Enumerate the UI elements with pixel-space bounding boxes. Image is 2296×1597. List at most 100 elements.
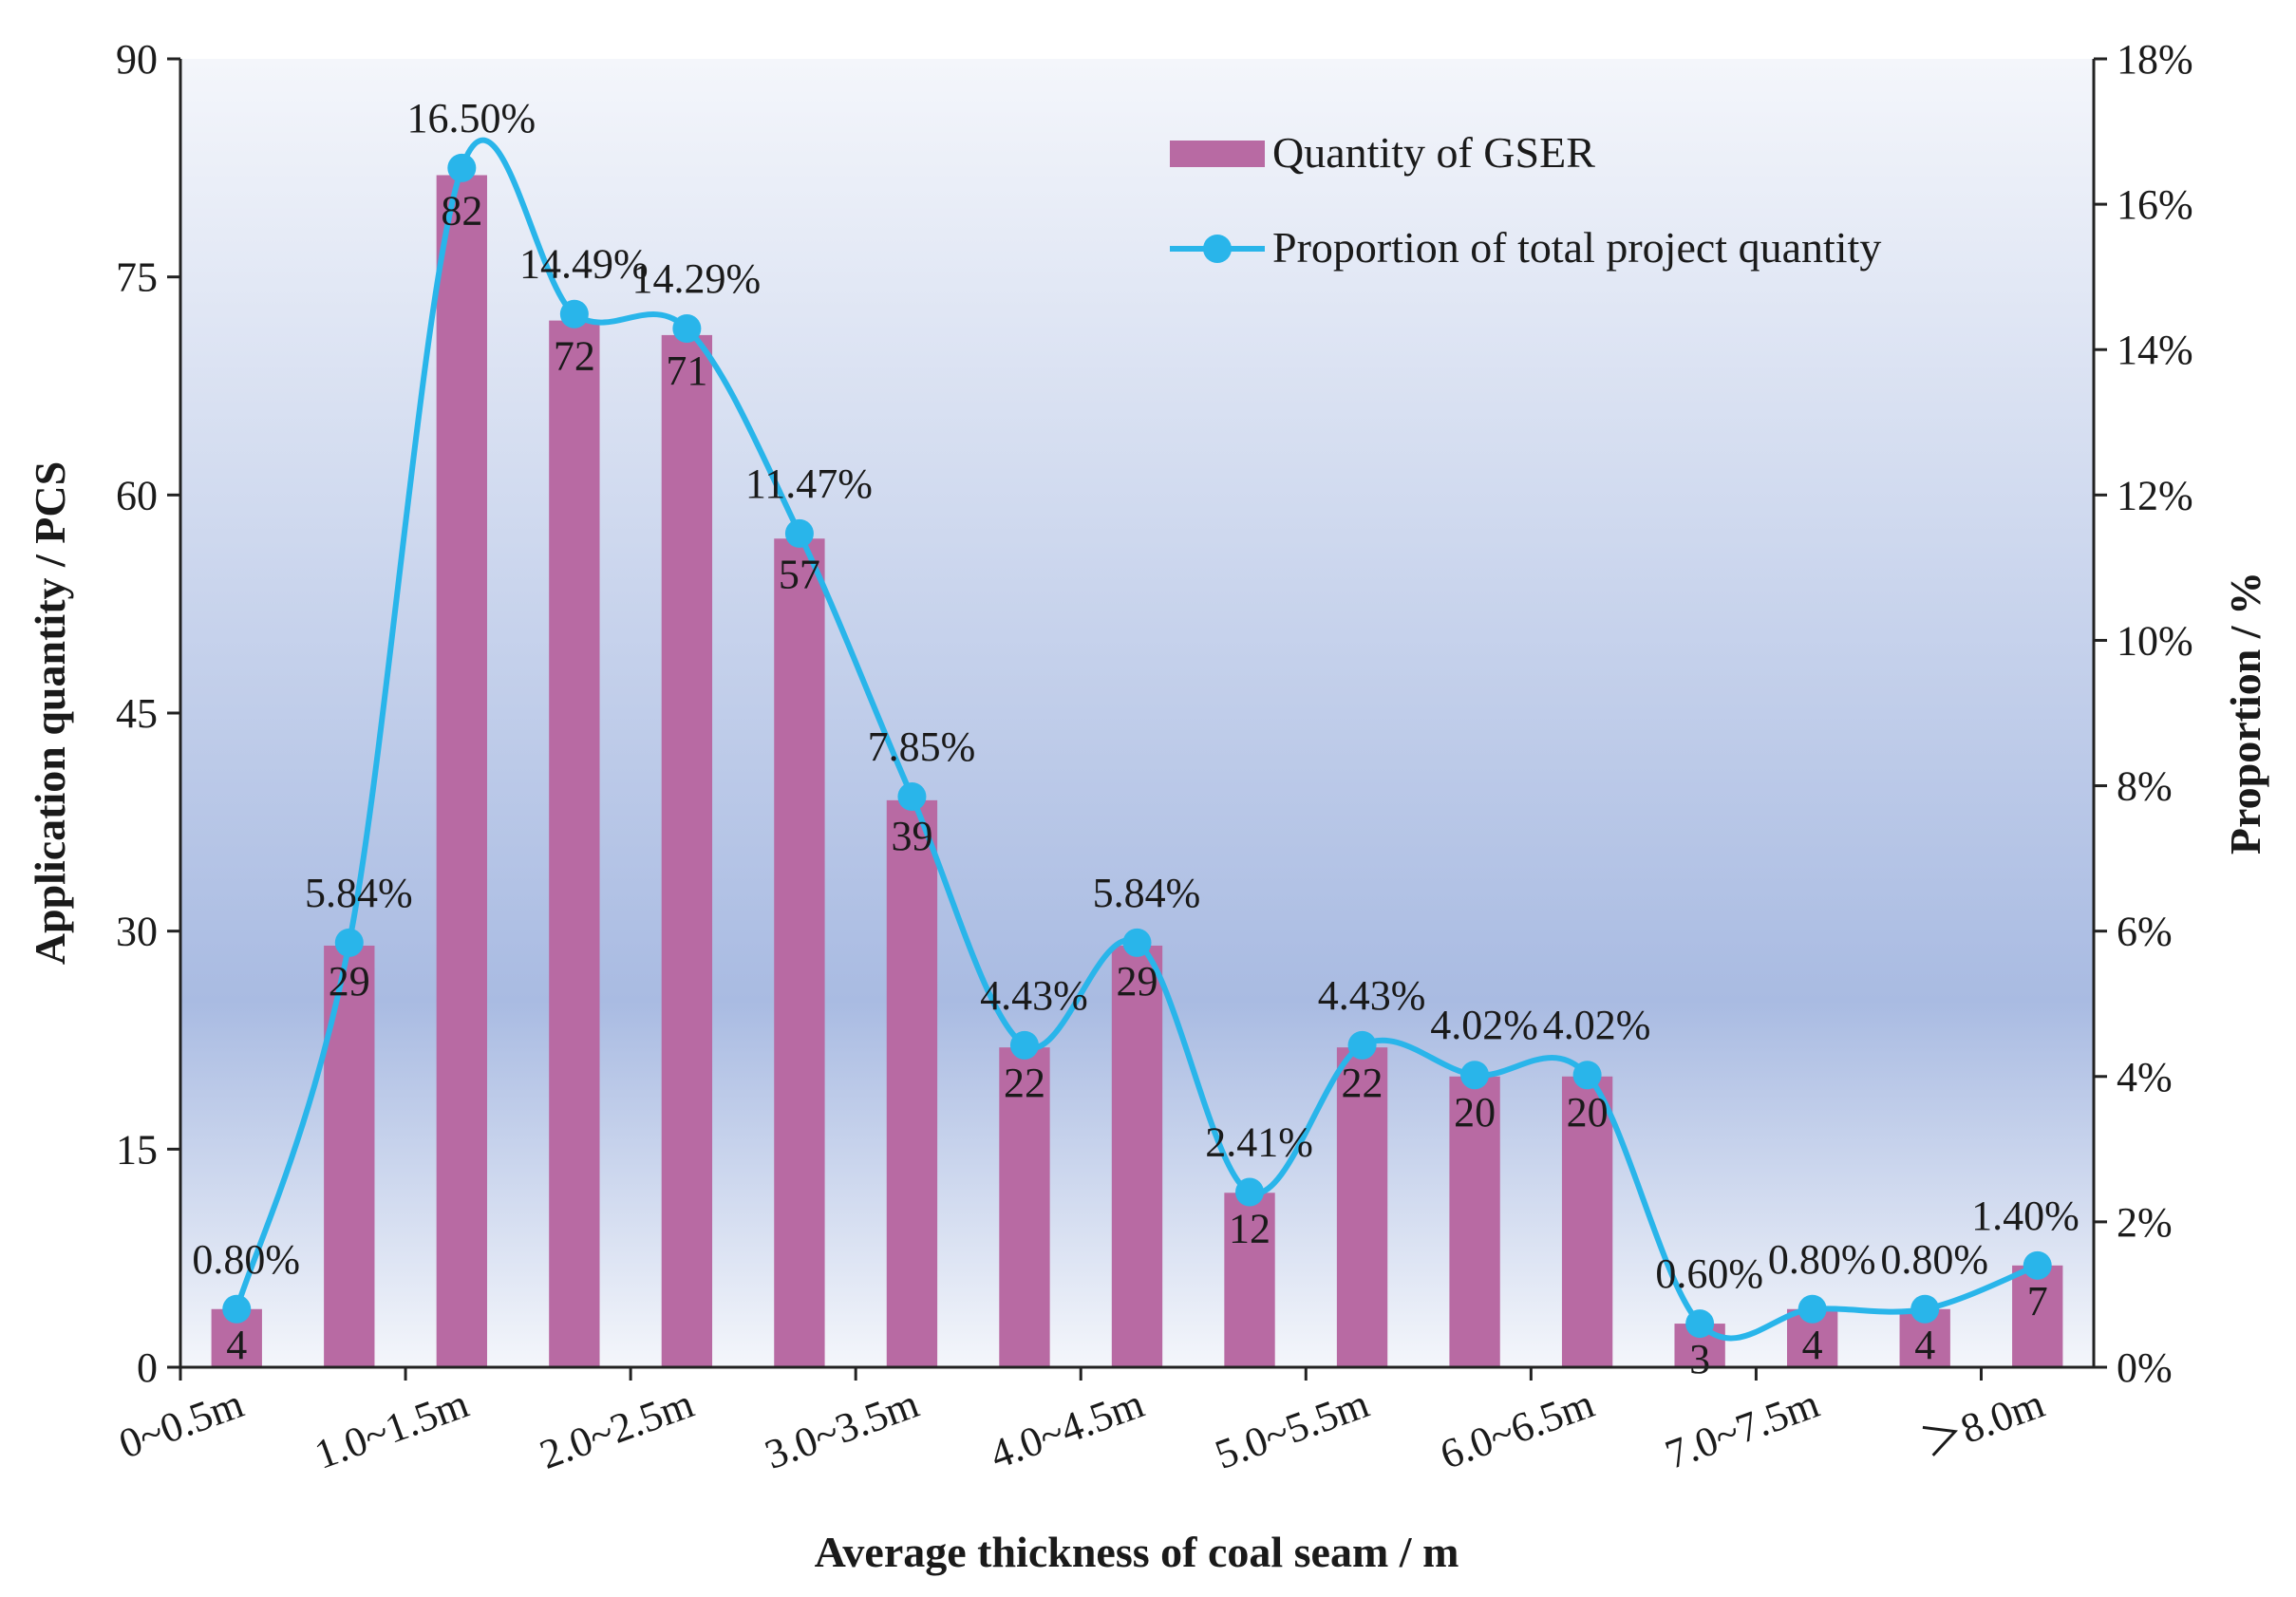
y2-tick-label-8: 16% (2117, 181, 2193, 228)
line-point-0 (222, 1294, 252, 1324)
legend-bar-label: Quantity of GSER (1272, 128, 1595, 177)
bar-label-5: 57 (779, 551, 820, 597)
line-label-6: 7.85% (868, 723, 976, 770)
y-tick-label-6: 90 (116, 36, 158, 83)
bar-label-11: 20 (1454, 1089, 1496, 1136)
x-tick-label-8: ＞8.0m (1915, 1380, 2050, 1467)
y2-tick-label-5: 10% (2117, 617, 2193, 664)
x-tick-label-2: 2.0~2.5m (534, 1380, 700, 1478)
y-tick-label-2: 30 (116, 909, 158, 955)
y2-tick-label-3: 6% (2117, 909, 2173, 955)
bar-series (211, 175, 2063, 1368)
y2-tick-label-2: 4% (2117, 1054, 2173, 1100)
line-label-8: 5.84% (1093, 870, 1201, 916)
bar-8 (1111, 945, 1163, 1367)
bar-5 (774, 538, 825, 1367)
legend-bar-swatch (1170, 141, 1265, 167)
line-point-15 (1910, 1294, 1940, 1324)
proportion-points (222, 153, 2052, 1339)
bar-label-14: 4 (1802, 1322, 1823, 1368)
line-label-15: 0.80% (1880, 1236, 1988, 1283)
line-point-3 (559, 299, 589, 329)
bar-label-4: 71 (666, 348, 707, 394)
line-point-9 (1235, 1177, 1265, 1207)
bar-label-9: 12 (1229, 1205, 1270, 1251)
line-point-7 (1009, 1030, 1039, 1060)
y-axis-title: Application quantity / PCS (26, 461, 74, 965)
x-tick-label-1: 1.0~1.5m (309, 1380, 475, 1478)
line-label-13: 0.60% (1655, 1250, 1763, 1297)
legend-line-label: Proportion of total project quantity (1272, 223, 1881, 272)
line-point-14 (1797, 1294, 1827, 1324)
legend-line-marker (1203, 235, 1232, 263)
bar-2 (436, 175, 487, 1367)
bar-label-6: 39 (891, 813, 932, 859)
x-axis-title: Average thickness of coal seam / m (815, 1528, 1459, 1576)
line-label-1: 5.84% (305, 870, 413, 916)
right-axis-ticks: 0% 2% 4% 6% 8% 10% 12% 14% 16% 18% (2094, 36, 2193, 1391)
line-point-4 (672, 314, 702, 344)
line-label-3: 14.49% (519, 241, 649, 288)
line-point-1 (334, 928, 364, 957)
line-label-11: 4.02% (1430, 1002, 1538, 1048)
x-tick-label-6: 6.0~6.5m (1434, 1380, 1600, 1478)
bar-label-0: 4 (226, 1322, 247, 1368)
bar-label-12: 20 (1567, 1089, 1609, 1136)
x-tick-label-4: 4.0~4.5m (984, 1380, 1150, 1478)
line-point-10 (1347, 1030, 1377, 1060)
line-point-8 (1122, 928, 1152, 957)
line-label-14: 0.80% (1768, 1236, 1876, 1283)
y-tick-label-3: 45 (116, 690, 158, 737)
line-label-0: 0.80% (192, 1236, 300, 1283)
line-point-5 (784, 518, 814, 548)
bar-label-7: 22 (1004, 1060, 1045, 1106)
y-tick-label-4: 60 (116, 472, 158, 518)
line-point-11 (1460, 1061, 1490, 1090)
line-point-13 (1685, 1309, 1715, 1339)
x-tick-label-7: 7.0~7.5m (1659, 1380, 1825, 1478)
y2-axis-title: Proportion / % (2221, 572, 2269, 855)
line-point-12 (1572, 1061, 1602, 1090)
bar-label-10: 22 (1342, 1060, 1383, 1106)
line-label-16: 1.40% (1971, 1193, 2080, 1239)
bar-10 (1336, 1047, 1388, 1367)
y-tick-label-0: 0 (137, 1344, 158, 1391)
left-axis-ticks: 0 15 30 45 60 75 90 (116, 36, 180, 1391)
y2-tick-label-7: 14% (2117, 327, 2193, 373)
bar-1 (324, 945, 375, 1367)
bar-label-15: 4 (1914, 1322, 1935, 1368)
y2-tick-label-0: 0% (2117, 1344, 2173, 1391)
line-label-4: 14.29% (632, 255, 762, 302)
bar-7 (999, 1047, 1050, 1367)
line-point-6 (897, 782, 927, 812)
y-tick-label-5: 75 (116, 254, 158, 301)
line-label-5: 11.47% (745, 460, 873, 507)
line-point-2 (447, 153, 477, 182)
line-label-12: 4.02% (1543, 1002, 1651, 1048)
bar-11 (1449, 1076, 1500, 1367)
bar-value-labels: 4 29 82 72 71 57 39 22 29 12 22 20 20 3 4 4 7 (226, 187, 2047, 1382)
y2-tick-label-9: 18% (2117, 36, 2193, 83)
bar-16 (2012, 1265, 2063, 1367)
proportion-value-labels: 0.80% 5.84% 16.50% 14.49%14.29% 11.47% 7.85% 4… (192, 95, 2079, 1297)
line-label-2: 16.50% (406, 95, 536, 141)
line-label-7: 4.43% (980, 972, 1088, 1019)
bar-3 (549, 320, 600, 1368)
x-tick-label-0: 0~0.5m (113, 1380, 250, 1467)
bar-label-16: 7 (2027, 1278, 2048, 1325)
legend: Quantity of GSER Proportion of total pro… (1170, 128, 1881, 272)
x-tick-label-3: 3.0~3.5m (759, 1380, 925, 1478)
line-point-16 (2023, 1250, 2052, 1280)
bar-6 (886, 799, 938, 1367)
line-label-9: 2.41% (1205, 1119, 1313, 1166)
line-label-10: 4.43% (1318, 972, 1426, 1019)
x-tick-label-5: 5.0~5.5m (1209, 1380, 1375, 1478)
bar-12 (1561, 1076, 1613, 1367)
bar-label-13: 3 (1689, 1336, 1710, 1382)
y2-tick-label-1: 2% (2117, 1199, 2173, 1246)
y2-tick-label-4: 8% (2117, 763, 2173, 810)
bar-9 (1224, 1193, 1275, 1367)
x-axis-ticks: 0~0.5m 1.0~1.5m 2.0~2.5m 3.0~3.5m 4.0~4.5m 5.… (113, 1367, 2050, 1478)
bar-4 (661, 334, 713, 1367)
